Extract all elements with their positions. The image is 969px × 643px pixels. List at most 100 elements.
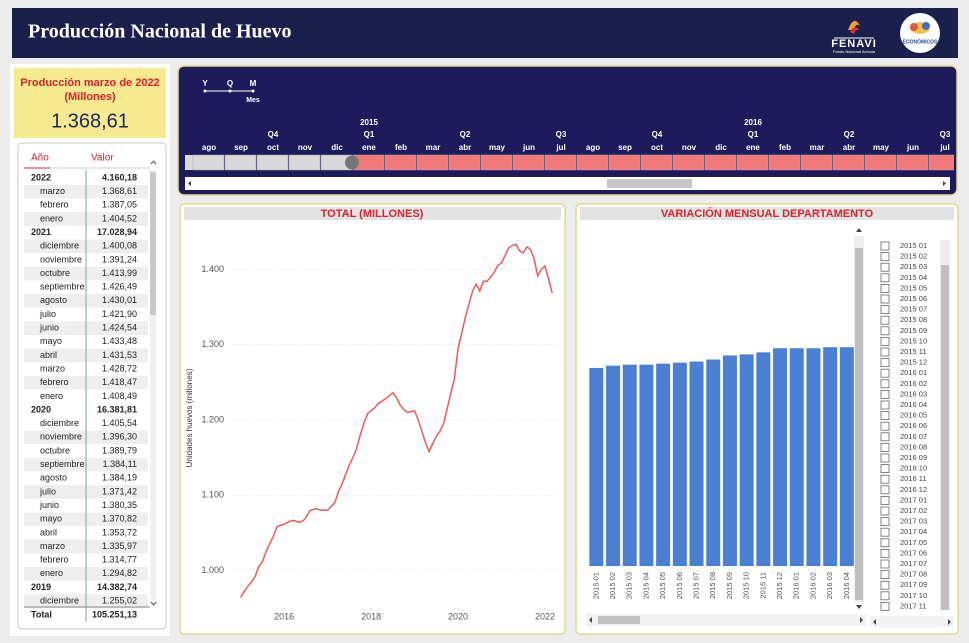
scroll-up[interactable] — [856, 228, 862, 232]
slicer-item[interactable]: 2015 05 — [900, 283, 927, 292]
slicer-item[interactable]: 2016 01 — [900, 368, 927, 377]
timeline-cell[interactable] — [480, 154, 513, 171]
slicer-item[interactable]: 2017 11 — [900, 601, 927, 610]
slicer-checkbox[interactable] — [880, 347, 890, 357]
timeline-cell[interactable] — [576, 154, 609, 171]
slicer-item[interactable]: 2015 04 — [900, 273, 927, 282]
granularity-level[interactable]: M — [250, 79, 257, 88]
slicer-checkbox[interactable] — [880, 336, 890, 346]
slicer-scroll-thumb[interactable] — [941, 265, 949, 610]
table-scroll-up[interactable] — [150, 160, 157, 165]
slicer-checkbox[interactable] — [880, 315, 890, 325]
slicer-checkbox[interactable] — [880, 326, 890, 336]
slicer-item[interactable]: 2016 02 — [900, 379, 927, 388]
timeline-cell[interactable] — [736, 154, 769, 171]
slicer-checkbox[interactable] — [880, 252, 890, 262]
slicer-checkbox[interactable] — [880, 241, 890, 251]
slicer-checkbox[interactable] — [880, 432, 890, 442]
slicer-item[interactable]: 2015 02 — [900, 252, 927, 261]
timeline-scroll-right[interactable] — [943, 181, 946, 186]
slicer-checkbox[interactable] — [880, 453, 890, 463]
timeline-scroll-thumb[interactable] — [607, 179, 692, 188]
timeline-cell[interactable] — [448, 154, 481, 171]
slicer-item[interactable]: 2015 10 — [900, 336, 927, 345]
slicer-item[interactable]: 2016 05 — [900, 411, 927, 420]
h-scroll-thumb[interactable] — [598, 616, 640, 624]
slicer-item[interactable]: 2017 01 — [900, 495, 927, 504]
slicer-checkbox[interactable] — [880, 549, 890, 558]
slicer-checkbox[interactable] — [880, 464, 890, 474]
slicer-item[interactable]: 2017 07 — [900, 559, 927, 568]
timeline-cell[interactable] — [640, 154, 673, 171]
timeline-cell[interactable] — [832, 154, 865, 171]
slicer-checkbox[interactable] — [880, 421, 890, 431]
scroll-down[interactable] — [856, 605, 862, 609]
slicer-checkbox[interactable] — [880, 294, 890, 304]
slicer-item[interactable]: 2016 09 — [900, 453, 927, 462]
slicer-item[interactable]: 2016 12 — [900, 485, 927, 494]
slicer-item[interactable]: 2017 08 — [900, 570, 927, 579]
slicer-item[interactable]: 2015 07 — [900, 305, 927, 314]
timeline-cell[interactable] — [768, 154, 801, 171]
slicer-item[interactable]: 2017 02 — [900, 506, 927, 515]
timeline-cell[interactable] — [224, 154, 257, 171]
timeline-handle[interactable] — [345, 155, 359, 170]
slicer-item[interactable]: 2017 10 — [900, 591, 927, 600]
slicer-checkbox[interactable] — [880, 368, 890, 378]
slicer-checkbox[interactable] — [880, 442, 890, 452]
slicer-item[interactable]: 2016 07 — [900, 432, 927, 441]
slicer-item[interactable]: 2017 06 — [900, 548, 927, 557]
slicer-checkbox[interactable] — [880, 495, 890, 505]
granularity-level[interactable]: Q — [227, 79, 233, 88]
slicer-checkbox[interactable] — [880, 283, 890, 293]
scroll-right[interactable] — [860, 617, 863, 623]
slicer-checkbox[interactable] — [880, 591, 890, 601]
slicer-item[interactable]: 2016 11 — [900, 474, 927, 483]
timeline-cell[interactable] — [608, 154, 641, 171]
slicer-checkbox[interactable] — [880, 379, 890, 389]
slicer-item[interactable]: 2016 04 — [900, 400, 927, 409]
slicer-checkbox[interactable] — [880, 400, 890, 410]
slicer-item[interactable]: 2017 05 — [900, 538, 927, 547]
timeline-cell[interactable] — [416, 154, 449, 171]
timeline-cell[interactable] — [928, 154, 960, 171]
slicer-item[interactable]: 2015 08 — [900, 315, 927, 324]
timeline-cell[interactable] — [192, 154, 225, 171]
slicer-item[interactable]: 2017 09 — [900, 580, 927, 589]
timeline-cell[interactable] — [512, 154, 545, 171]
slicer-checkbox[interactable] — [880, 358, 890, 368]
timeline-cell[interactable] — [544, 154, 577, 171]
slicer-checkbox[interactable] — [880, 580, 890, 590]
slicer-item[interactable]: 2015 01 — [900, 241, 927, 250]
slicer-checkbox[interactable] — [880, 570, 890, 579]
timeline-cell[interactable] — [800, 154, 833, 171]
slicer-checkbox[interactable] — [880, 411, 890, 421]
slicer-item[interactable]: 2016 03 — [900, 389, 927, 398]
slicer-item[interactable]: 2016 10 — [900, 464, 927, 473]
slicer-checkbox[interactable] — [880, 517, 890, 526]
slicer-checkbox[interactable] — [880, 389, 890, 399]
slicer-item[interactable]: 2016 06 — [900, 421, 927, 430]
timeline-cell[interactable] — [896, 154, 929, 171]
slicer-item[interactable]: 2015 09 — [900, 326, 927, 335]
slicer-right[interactable] — [948, 619, 951, 625]
timeline-scroll-track[interactable] — [185, 177, 950, 190]
timeline-cell[interactable] — [704, 154, 737, 171]
slicer-left[interactable] — [873, 619, 876, 625]
slicer-checkbox[interactable] — [880, 527, 890, 537]
slicer-checkbox[interactable] — [880, 305, 890, 315]
h-scroll-track[interactable] — [586, 614, 866, 626]
slicer-checkbox[interactable] — [880, 559, 890, 569]
table-scroll-track[interactable] — [150, 170, 156, 600]
granularity-level[interactable]: Y — [202, 79, 208, 88]
timeline-scroll-left[interactable] — [188, 181, 191, 186]
slicer-h-track[interactable] — [870, 616, 954, 627]
slicer-checkbox[interactable] — [880, 273, 890, 283]
table-scroll-thumb[interactable] — [150, 172, 156, 315]
slicer-item[interactable]: 2017 03 — [900, 517, 927, 526]
slicer-item[interactable]: 2015 12 — [900, 358, 927, 367]
slicer-checkbox[interactable] — [880, 602, 890, 611]
slicer-checkbox[interactable] — [880, 262, 890, 272]
slicer-item[interactable]: 2016 08 — [900, 442, 927, 451]
slicer-checkbox[interactable] — [880, 538, 890, 548]
